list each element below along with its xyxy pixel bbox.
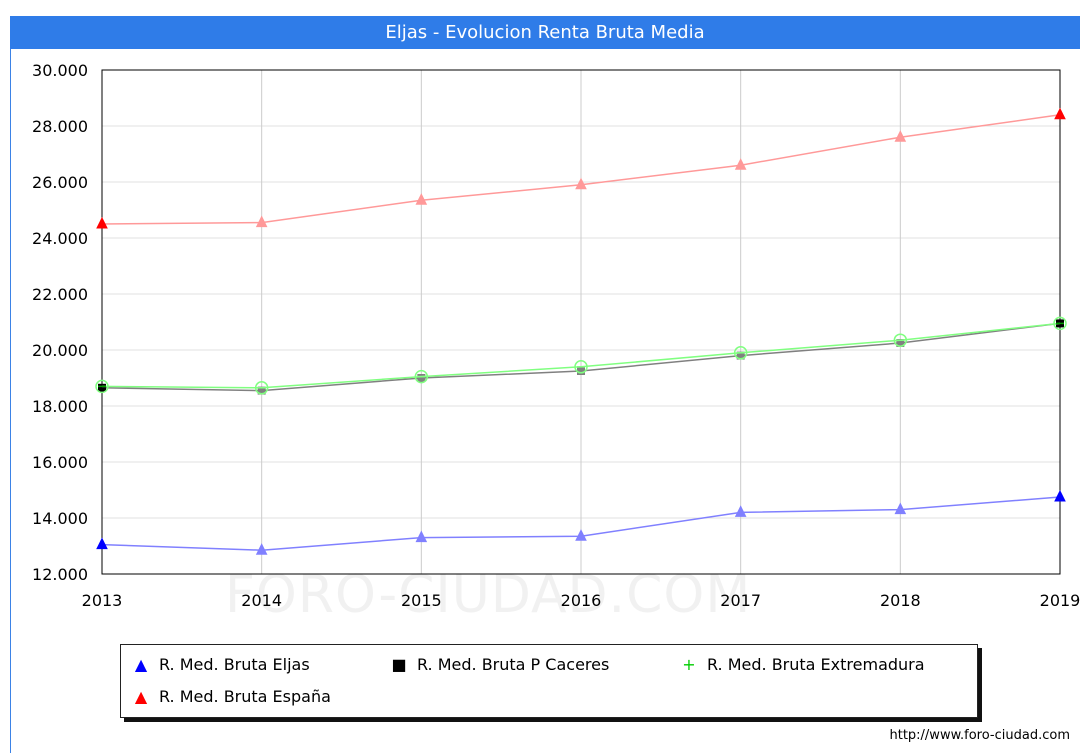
legend-item-eljas: ▲ R. Med. Bruta Eljas [133, 655, 310, 674]
x-tick-label: 2015 [401, 591, 442, 610]
legend-item-extremadura: + R. Med. Bruta Extremadura [681, 655, 925, 674]
x-tick-label: 2017 [720, 591, 761, 610]
data-point-circle [95, 379, 109, 394]
data-point-triangle [255, 215, 268, 228]
data-point-circle [414, 369, 429, 384]
data-point-circle [1053, 316, 1067, 331]
data-point-circle [893, 333, 908, 347]
data-point-triangle [734, 505, 747, 517]
source-url: http://www.foro-ciudad.com [889, 728, 1070, 743]
y-tick-label: 26.000 [32, 173, 88, 192]
frame-left-border [10, 49, 11, 753]
x-tick-label: 2019 [1040, 591, 1080, 610]
chart-title: Eljas - Evolucion Renta Bruta Media [10, 16, 1080, 49]
y-tick-label: 30.000 [32, 61, 88, 80]
data-point-square [896, 339, 905, 347]
y-tick-label: 18.000 [32, 397, 88, 416]
data-point-circle [733, 346, 748, 360]
y-tick-label: 20.000 [32, 341, 88, 360]
data-point-triangle [575, 177, 587, 190]
x-tick-label: 2013 [82, 591, 123, 610]
x-tick-label: 2016 [561, 591, 602, 610]
y-tick-label: 28.000 [32, 117, 88, 136]
data-point-square [577, 367, 585, 375]
x-tick-label: 2018 [880, 591, 921, 610]
data-point-triangle [575, 529, 587, 541]
legend-label: R. Med. Bruta España [159, 687, 331, 706]
legend-marker-triangle-icon: ▲ [134, 687, 148, 706]
data-point-square [736, 351, 745, 360]
data-point-triangle [894, 130, 907, 142]
line-chart: 12.000 14.000 16.000 18.000 20.000 22.000 24.0… [32, 61, 1080, 610]
legend-item-espana: ▲ R. Med. Bruta España [133, 687, 331, 706]
data-point-circle [254, 381, 269, 395]
data-point-square [417, 374, 426, 382]
y-tick-label: 24.000 [32, 229, 88, 248]
data-point-circle [574, 360, 588, 374]
data-point-triangle [415, 193, 428, 205]
legend-label: R. Med. Bruta Eljas [159, 655, 310, 674]
watermark: FORO-CIUDAD.COM [225, 565, 752, 625]
data-point-square [257, 386, 266, 395]
y-tick-label: 16.000 [32, 453, 88, 472]
legend-marker-plus-icon: + [682, 655, 696, 674]
legend: ▲ R. Med. Bruta Eljas ■ R. Med. Bruta P Ca… [120, 644, 978, 718]
data-point-triangle [894, 502, 907, 515]
legend-marker-square-icon: ■ [391, 655, 407, 674]
y-tick-label: 14.000 [32, 509, 88, 528]
x-tick-label: 2014 [241, 591, 282, 610]
data-point-triangle [1054, 107, 1066, 120]
data-point-triangle [96, 216, 108, 229]
y-tick-label: 12.000 [32, 565, 88, 584]
data-point-triangle [734, 158, 747, 170]
legend-label: R. Med. Bruta Extremadura [707, 655, 925, 674]
data-point-triangle [1054, 489, 1066, 502]
data-point-triangle [255, 543, 268, 555]
legend-item-p-caceres: ■ R. Med. Bruta P Caceres [391, 655, 609, 674]
data-point-triangle [415, 530, 428, 543]
y-tick-label: 22.000 [32, 285, 88, 304]
legend-label: R. Med. Bruta P Caceres [417, 655, 610, 674]
data-point-square [98, 383, 106, 392]
legend-marker-triangle-icon: ▲ [134, 655, 148, 674]
data-point-triangle [96, 537, 108, 550]
